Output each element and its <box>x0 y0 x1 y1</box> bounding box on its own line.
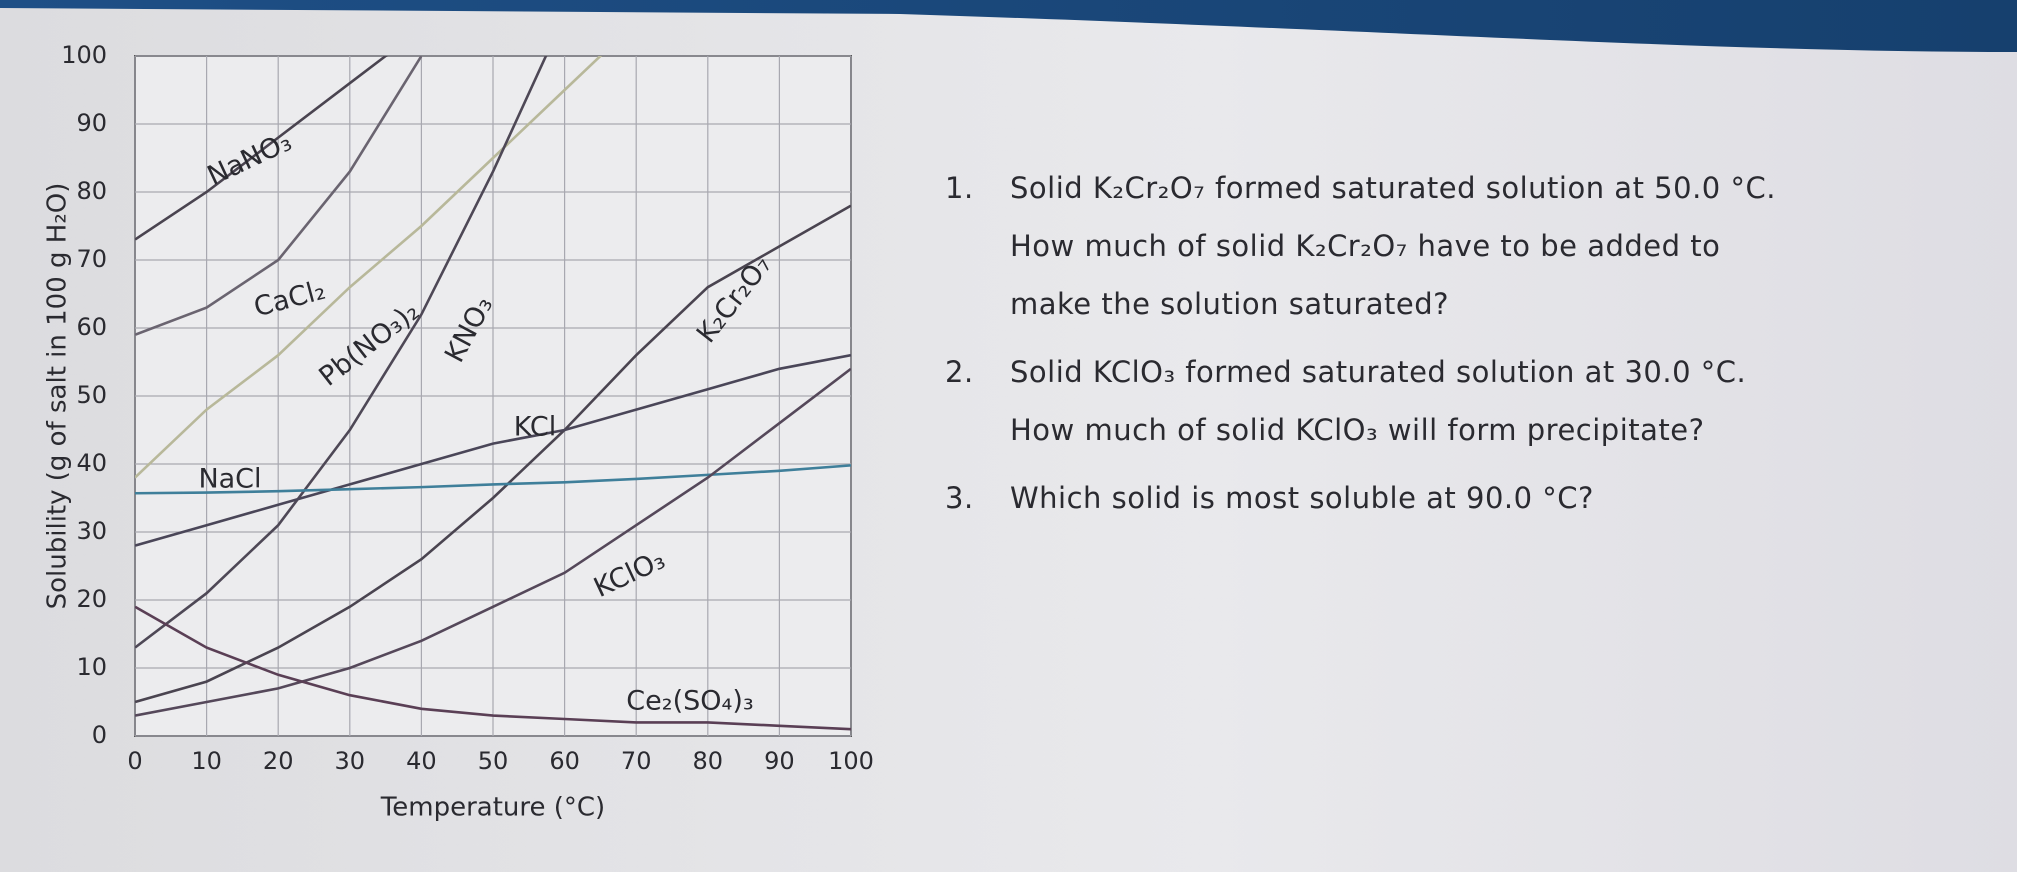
series-line <box>135 204 851 704</box>
x-tick-label: 20 <box>263 747 294 775</box>
question-line: Solid K₂Cr₂O₇ formed saturated solution … <box>1010 171 1776 205</box>
x-tick-label: 70 <box>621 747 652 775</box>
y-tick-label: 80 <box>76 177 107 205</box>
series-label: Ce₂(SO₄)₃ <box>626 686 753 717</box>
x-tick-label: 30 <box>335 747 366 775</box>
y-tick-label: 20 <box>76 585 107 613</box>
x-tick-label: 80 <box>693 747 724 775</box>
y-tick-label: 0 <box>92 721 107 749</box>
series-line <box>135 367 851 717</box>
series-line <box>135 56 423 337</box>
question-line: How much of solid KClO₃ will form precip… <box>1010 413 1705 447</box>
series <box>135 56 423 337</box>
question-number: 1. <box>945 171 974 205</box>
series-line <box>135 56 388 241</box>
question-line: Which solid is most soluble at 90.0 °C? <box>1010 481 1594 515</box>
series-line <box>135 605 851 731</box>
y-tick-label: 60 <box>76 313 107 341</box>
series <box>135 464 851 495</box>
header-bar <box>0 0 2017 52</box>
series <box>135 56 388 241</box>
x-tick-label: 10 <box>191 747 222 775</box>
series <box>135 56 548 649</box>
series-line <box>135 56 603 479</box>
x-tick-label: 40 <box>406 747 437 775</box>
question-line: Solid KClO₃ formed saturated solution at… <box>1010 355 1746 389</box>
series-line <box>135 464 851 495</box>
y-tick-label: 90 <box>76 109 107 137</box>
series-line <box>135 56 548 649</box>
series <box>135 56 603 479</box>
x-tick-label: 100 <box>828 747 874 775</box>
x-axis-label: Temperature (°C) <box>380 793 605 823</box>
y-tick-label: 100 <box>61 41 107 69</box>
series-label: KCl <box>514 412 557 443</box>
x-tick-label: 90 <box>764 747 795 775</box>
series <box>135 353 851 547</box>
x-tick-label: 50 <box>478 747 509 775</box>
question-number: 2. <box>945 355 974 389</box>
y-tick-label: 70 <box>76 245 107 273</box>
x-tick-label: 0 <box>127 747 142 775</box>
y-tick-label: 40 <box>76 449 107 477</box>
series <box>135 367 851 717</box>
question-number: 3. <box>945 481 974 515</box>
y-tick-label: 30 <box>76 517 107 545</box>
chart: 0 10 20 30 40 50 60 70 80 90 100 0 10 20 30 40 50 60 70 80 9… <box>43 41 874 823</box>
series-line <box>135 353 851 547</box>
y-axis-label: Solubility (g of salt in 100 g H₂O) <box>43 183 73 610</box>
question-line: make the solution saturated? <box>1010 287 1449 321</box>
series <box>135 605 851 731</box>
y-tick-label: 50 <box>76 381 107 409</box>
question-line: How much of solid K₂Cr₂O₇ have to be add… <box>1010 229 1720 263</box>
series-label: NaCl <box>198 464 261 495</box>
questions: 1. Solid K₂Cr₂O₇ formed saturated solutio… <box>945 171 1776 515</box>
x-tick-label: 60 <box>549 747 580 775</box>
series <box>135 204 851 704</box>
y-tick-label: 10 <box>76 653 107 681</box>
